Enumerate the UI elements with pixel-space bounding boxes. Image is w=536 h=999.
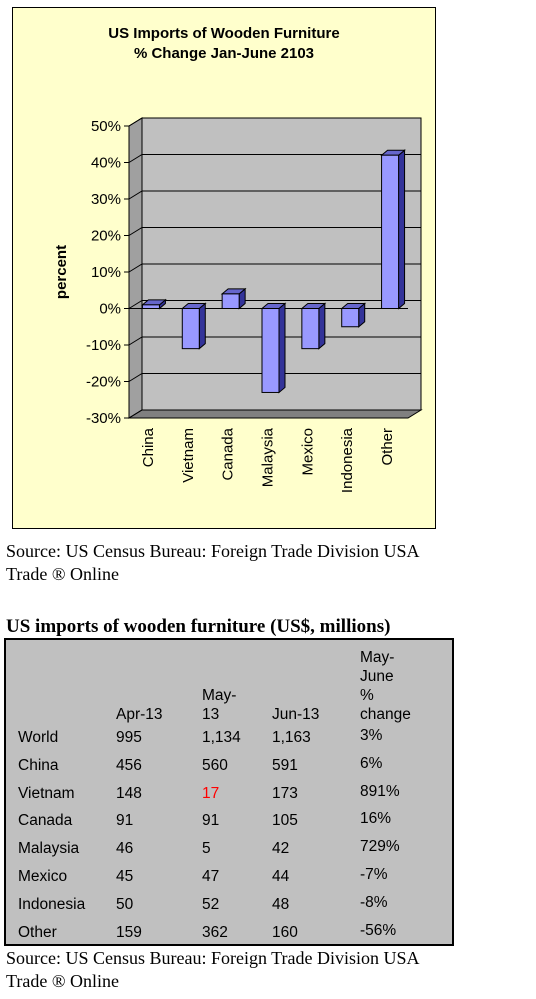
gridline	[128, 263, 421, 273]
gridline	[128, 227, 421, 236]
chart-title-line-2: % Change Jan-June 2103	[133, 45, 315, 62]
table-header-cell: June	[360, 668, 394, 685]
table-cell: 45	[116, 868, 134, 885]
x-category-label: Other	[379, 428, 396, 466]
bar	[301, 308, 320, 350]
bar	[341, 308, 360, 328]
table-cell: 173	[272, 784, 298, 802]
bar-chart: -30% -20% -10% 0% 10% 20% 30% 40% 50% percent Chin…	[53, 117, 423, 493]
chart-source-line-1: Source: US Census Bureau: Foreign Trade …	[6, 541, 420, 561]
table-cell: 91	[202, 812, 220, 830]
x-category-label: Malaysia	[260, 427, 277, 487]
y-tick-label: 20%	[91, 228, 121, 245]
y-tick-label: -10%	[86, 337, 121, 354]
table-cell: 362	[202, 923, 228, 941]
table-header-cell: 13	[202, 706, 220, 723]
table-cell: 3%	[360, 727, 383, 744]
bar-side	[278, 302, 286, 394]
y-axis-label: percent	[53, 245, 70, 299]
chart-floor	[127, 409, 423, 419]
table-header-cell: May-	[360, 649, 395, 666]
table-cell: 159	[116, 923, 142, 941]
table-source-note: Source: US Census Bureau: Foreign Trade …	[6, 947, 526, 993]
chart-source-line-2: Trade ® Online	[6, 564, 120, 584]
table-row-label: Vietnam	[18, 784, 75, 802]
bar-side	[198, 302, 206, 350]
x-category-label: Mexico	[299, 428, 316, 476]
table-cell: 46	[116, 840, 134, 858]
y-tick-label: 0%	[99, 301, 121, 318]
x-category-label: China	[140, 427, 157, 467]
table-row-label: Malaysia	[18, 840, 80, 858]
table-cell: 5	[202, 840, 211, 858]
y-tick-label: 30%	[91, 191, 121, 208]
table-header-cell: May-	[202, 687, 237, 704]
table-header-cell: %	[360, 687, 374, 704]
table-cell: 729%	[360, 838, 400, 856]
table-cell: 91	[116, 812, 134, 830]
y-tick-label: 40%	[91, 155, 121, 172]
table-cell: 44	[272, 868, 290, 885]
table-row-label: Canada	[18, 812, 73, 830]
table-cell: -8%	[360, 893, 388, 911]
gridline	[128, 154, 421, 163]
imports-table: Apr-13 May- 13 Jun-13 May- June% change World 99…	[4, 638, 454, 946]
table-cell: 42	[272, 840, 290, 858]
gridline	[128, 336, 421, 346]
bar	[181, 308, 200, 350]
chart-source-note: Source: US Census Bureau: Foreign Trade …	[6, 540, 526, 586]
table-row-label: Other	[18, 923, 57, 941]
table-cell: 52	[202, 895, 220, 913]
table-cell: 16%	[360, 810, 392, 828]
bar	[141, 304, 160, 310]
gridline	[128, 190, 421, 200]
table-cell: -7%	[360, 866, 388, 883]
table-cell: 105	[272, 812, 298, 830]
table-cell: -56%	[360, 921, 397, 939]
x-category-label: Canada	[220, 427, 237, 480]
gridline	[128, 409, 421, 419]
table-row-label: Mexico	[18, 868, 68, 885]
table-cell: 6%	[360, 754, 383, 772]
table-source-line-2: Trade ® Online	[6, 971, 120, 991]
table-row-label: Indonesia	[18, 895, 86, 913]
table-cell: 891%	[360, 782, 400, 800]
x-category-label: Vietnam	[180, 428, 197, 483]
y-tick-label: -20%	[86, 374, 121, 391]
table-cell: 50	[116, 895, 134, 913]
chart-panel: US Imports of Wooden Furniture % Change …	[12, 7, 436, 529]
table-cell: 995	[116, 729, 142, 746]
table-row-label: China	[18, 756, 59, 774]
table-title: US imports of wooden furniture (US$, mil…	[6, 616, 391, 637]
bar-side	[318, 302, 326, 350]
bar	[381, 154, 400, 309]
bar-side	[398, 149, 406, 310]
chart-title: US Imports of Wooden Furniture % Change …	[13, 24, 435, 64]
gridline	[128, 300, 421, 309]
table-cell: 17	[202, 784, 220, 802]
table-cell: 160	[272, 923, 298, 941]
table-cell: 1,163	[272, 729, 311, 746]
table-cell: 591	[272, 756, 298, 774]
table-header-cell: change	[360, 706, 411, 723]
table-cell: 48	[272, 895, 290, 913]
table-cell: 560	[202, 756, 228, 774]
table-cell: 148	[116, 784, 142, 802]
y-tick-label: 10%	[91, 264, 121, 281]
bar	[221, 293, 240, 309]
table-cell: 456	[116, 756, 142, 774]
table-cell: 47	[202, 868, 220, 885]
gridline	[128, 117, 421, 127]
table-row-label: World	[18, 729, 59, 746]
y-tick-label: 50%	[91, 118, 121, 135]
chart-title-line-1: US Imports of Wooden Furniture	[108, 25, 340, 42]
table-header-cell: Jun-13	[272, 706, 320, 723]
x-category-label: Indonesia	[339, 427, 356, 493]
table-header-cell: Apr-13	[116, 706, 163, 723]
table-source-line-1: Source: US Census Bureau: Foreign Trade …	[6, 948, 420, 968]
table-cell: 1,134	[202, 729, 241, 746]
gridline	[128, 373, 421, 382]
bar	[261, 308, 280, 393]
y-tick-label: -30%	[86, 410, 121, 427]
